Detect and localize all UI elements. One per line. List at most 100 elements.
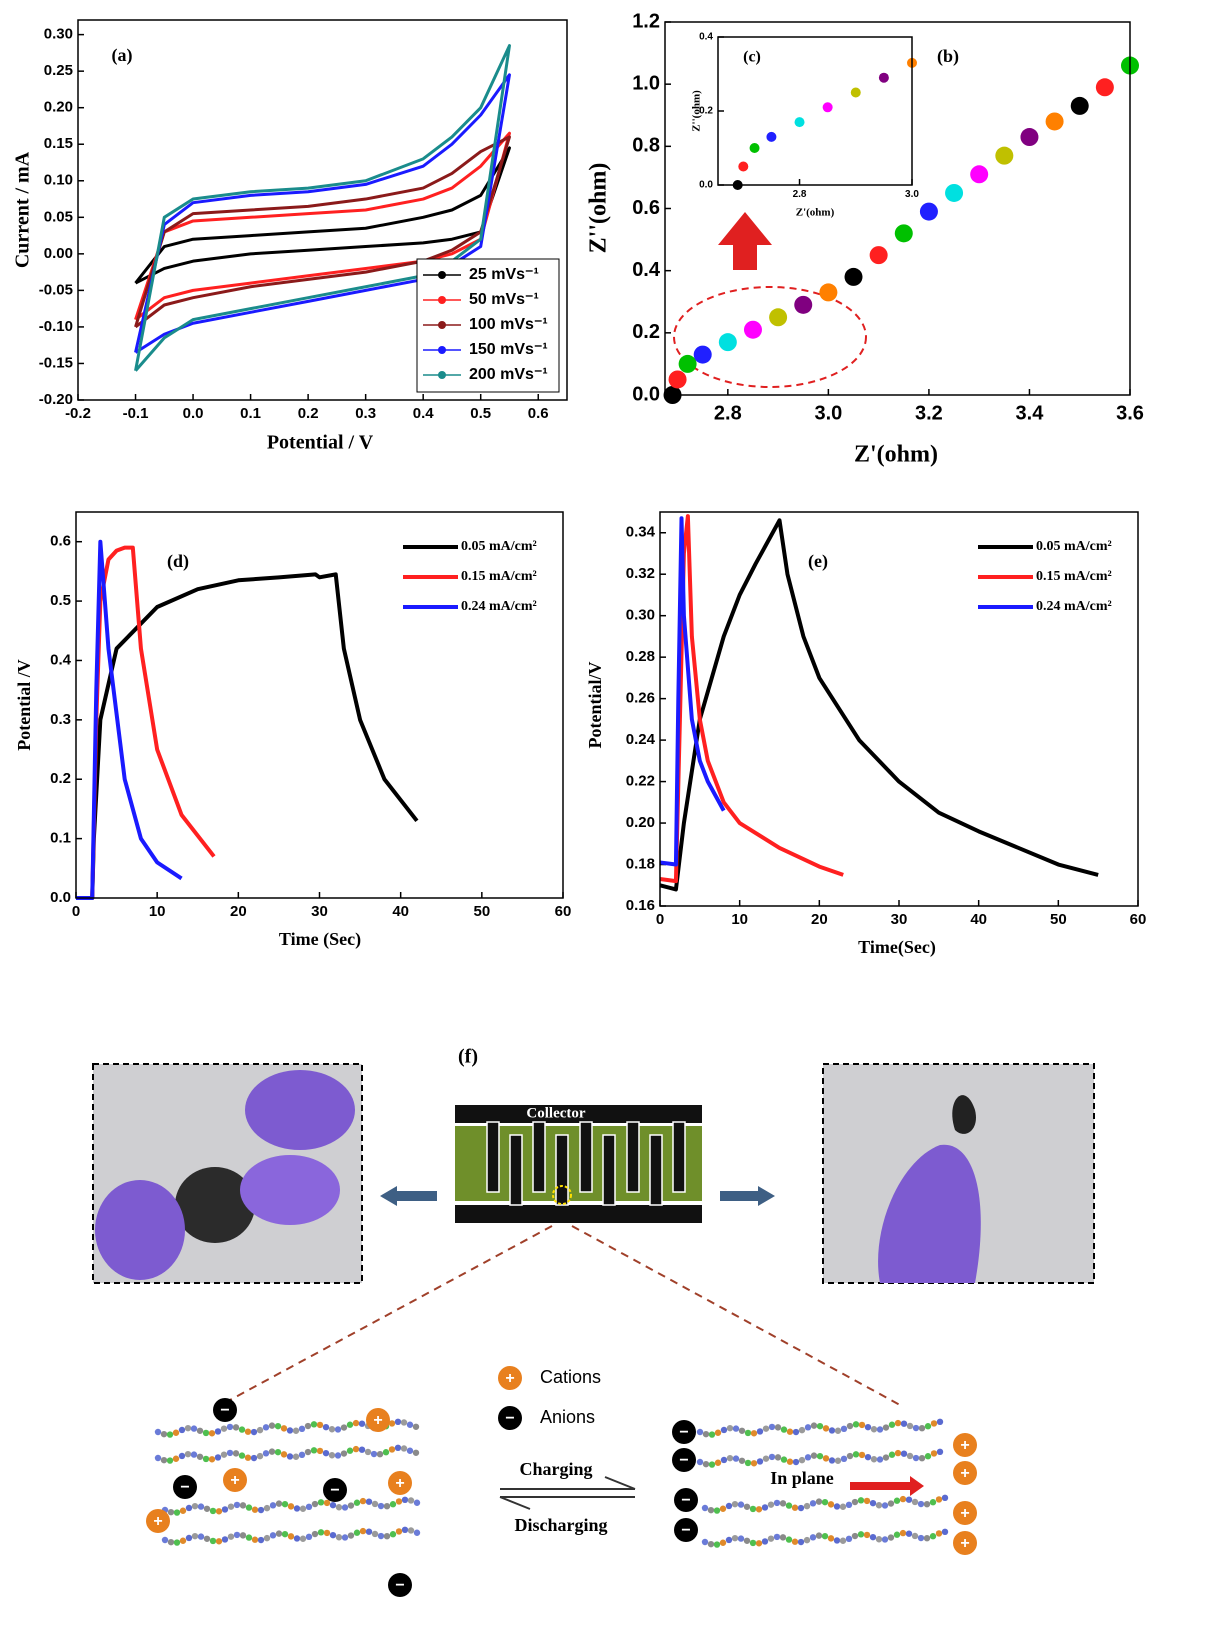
- graphene-bead: [400, 1445, 408, 1452]
- x-tick-label: 0: [656, 911, 664, 928]
- point: [822, 102, 833, 113]
- graphene-bead: [923, 1500, 931, 1508]
- cation-symbol: +: [373, 1412, 382, 1429]
- graphene-bead: [244, 1454, 252, 1461]
- graphene-bead: [220, 1425, 228, 1432]
- graphene-bead: [275, 1500, 283, 1507]
- graphene-bead: [815, 1532, 823, 1539]
- cation-symbol: +: [960, 1505, 969, 1522]
- graphene-bead: [238, 1452, 246, 1459]
- graphene-bead: [388, 1420, 396, 1427]
- y-tick-label: 0.6: [50, 533, 71, 550]
- point: [819, 283, 838, 302]
- graphene-bead: [774, 1454, 782, 1461]
- graphene-bead: [912, 1424, 920, 1432]
- x-tick-label: 3.0: [814, 402, 842, 424]
- graphene-bead: [406, 1447, 414, 1454]
- graphene-bead: [316, 1421, 324, 1429]
- point: [995, 146, 1014, 165]
- graphene-bead: [936, 1448, 944, 1456]
- graphene-bead: [311, 1530, 319, 1538]
- graphene-bead: [226, 1449, 234, 1457]
- graphene-bead: [827, 1501, 835, 1508]
- legend-marker: [438, 371, 446, 379]
- graphene-bead: [221, 1536, 229, 1543]
- graphene-bead: [840, 1455, 848, 1463]
- graphene-bead: [251, 1506, 259, 1513]
- graphene-bead: [377, 1532, 385, 1540]
- graphene-bead: [178, 1426, 186, 1434]
- y-tick-label: 0.16: [626, 897, 655, 914]
- graphene-bead: [304, 1448, 312, 1456]
- y-tick-label: 0.6: [632, 197, 660, 219]
- graphene-bead: [352, 1419, 360, 1427]
- graphene-bead: [359, 1497, 367, 1505]
- anion: [213, 1398, 237, 1422]
- graphene-bead: [719, 1505, 727, 1512]
- anion-symbol: −: [220, 1402, 229, 1419]
- point: [869, 246, 888, 265]
- graphene-bead: [293, 1505, 301, 1512]
- anion: [388, 1573, 412, 1597]
- plot-frame: [659, 511, 1139, 907]
- graphene-bead: [160, 1456, 168, 1464]
- graphene-bead: [400, 1419, 408, 1426]
- graphene-bead: [208, 1456, 216, 1463]
- graphene-bead: [924, 1453, 932, 1460]
- graphene-bead: [756, 1458, 764, 1465]
- graphene-bead: [173, 1509, 181, 1516]
- anion-symbol: −: [679, 1424, 688, 1441]
- graphene-bead: [317, 1499, 325, 1506]
- graphene-bead: [371, 1530, 379, 1538]
- legend-marker: [438, 271, 446, 279]
- y-axis-label: Z''(ohm): [691, 90, 703, 132]
- zoom-arrow: [718, 212, 772, 270]
- x-tick-label: 20: [811, 911, 828, 928]
- bar: [455, 1105, 702, 1123]
- glove: [878, 1144, 981, 1283]
- y-tick-label: 0.26: [626, 690, 655, 707]
- chart: 0 10 20 30 40 50 60 0.0 0.1 0.2 0.3 0.4 0.5 0.6 Time (…: [14, 511, 571, 950]
- legend-label: Anions: [540, 1407, 595, 1427]
- graphene-bead: [791, 1538, 799, 1545]
- graphene-bead: [371, 1500, 379, 1508]
- film: [175, 1167, 255, 1243]
- graphene-bead: [226, 1423, 234, 1431]
- graphene-bead: [702, 1430, 710, 1438]
- graphene-bead: [929, 1499, 937, 1506]
- x-tick-label: 10: [149, 903, 166, 920]
- equilibrium-arrows: [499, 1476, 636, 1510]
- plot-area: [659, 514, 1099, 892]
- legend-label: 0.15 mA/cm²: [1036, 569, 1112, 584]
- graphene-bead: [185, 1534, 193, 1542]
- graphene-bead: [804, 1424, 812, 1431]
- graphene-bead: [227, 1503, 235, 1510]
- zoom-line: [229, 1225, 553, 1401]
- graphene-bead: [197, 1503, 205, 1510]
- graphene-bead: [816, 1422, 824, 1430]
- graphene-bead: [239, 1502, 247, 1509]
- graphene-bead: [792, 1458, 800, 1466]
- point: [1045, 112, 1064, 131]
- y-tick-label: 0.15: [44, 135, 73, 152]
- graphene-bead: [749, 1505, 757, 1513]
- graphene-bead: [346, 1421, 354, 1428]
- arrow-left: [380, 1186, 437, 1206]
- graphene-bead: [725, 1502, 733, 1510]
- graphene-bead: [797, 1504, 805, 1512]
- graphene-bead: [708, 1461, 716, 1468]
- graphene-bead: [786, 1428, 794, 1435]
- graphene-bead: [395, 1498, 403, 1505]
- glove: [245, 1070, 355, 1150]
- graphene-bead: [334, 1426, 342, 1433]
- anion-symbol: −: [330, 1482, 339, 1499]
- x-tick-label: -0.1: [123, 405, 149, 422]
- graphene-bead: [930, 1420, 938, 1427]
- graphene-bead: [768, 1423, 776, 1431]
- graphene-layers: [154, 1418, 949, 1548]
- y-tick-label: 0.00: [44, 245, 73, 262]
- finger: [649, 1134, 663, 1206]
- graphene-bead: [803, 1536, 811, 1544]
- graphene-bead: [292, 1427, 300, 1434]
- graphene-bead: [257, 1506, 265, 1514]
